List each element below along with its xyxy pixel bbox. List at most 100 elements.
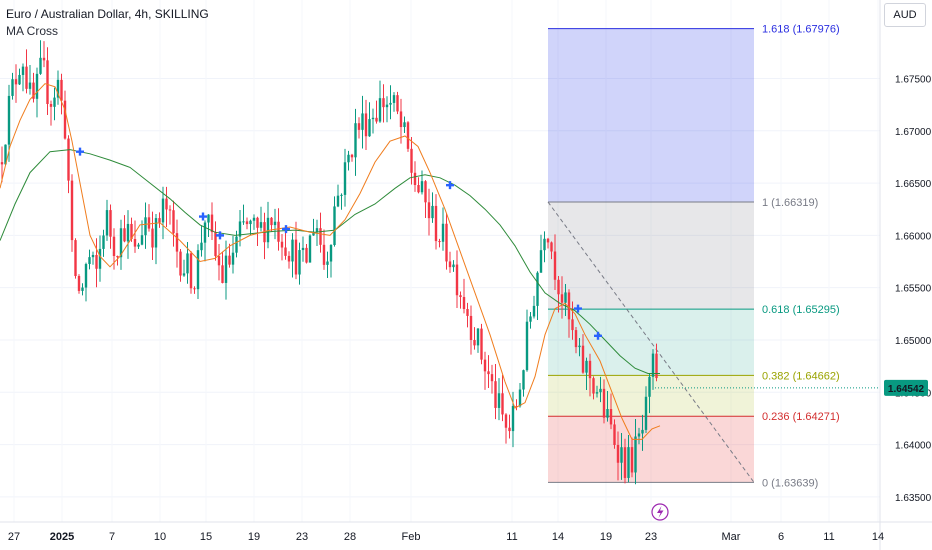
candle-body <box>329 245 333 262</box>
fib-level-label: 0.618 (1.65295) <box>762 304 840 316</box>
candle-body <box>221 265 224 283</box>
candle-body <box>301 247 305 251</box>
candle-body <box>168 209 172 211</box>
fib-level-label: 1.618 (1.67976) <box>762 24 840 36</box>
fib-level-label: 0.236 (1.64271) <box>762 411 840 423</box>
candle-body <box>368 119 371 137</box>
candle-body <box>270 217 273 226</box>
candle-body <box>553 251 557 280</box>
fibonacci-retracement[interactable]: 1.618 (1.67976) 1 (1.66319) 0.618 (1.65295… <box>547 24 840 490</box>
price-axis[interactable]: 1.67500 1.67000 1.66500 1.66000 1.65500 1.650… <box>895 74 932 503</box>
candle-body <box>522 370 525 390</box>
last-price-label: 1.64542 <box>655 379 928 396</box>
cross-marker <box>574 304 582 313</box>
candle-body <box>144 217 147 236</box>
candle-body <box>655 353 658 379</box>
candle-body <box>644 396 648 430</box>
time-tick-label: 14 <box>552 531 564 543</box>
candle-body <box>350 154 354 158</box>
price-tick-label: 1.63500 <box>895 493 932 504</box>
candle-body <box>147 217 151 229</box>
candle-body <box>98 248 102 269</box>
candle-body <box>210 214 214 233</box>
candle-body <box>466 309 469 316</box>
fib-zone <box>548 416 754 483</box>
candle-body <box>515 406 518 408</box>
candle-body <box>378 98 382 122</box>
candle-body <box>91 254 95 258</box>
candle-body <box>60 79 63 101</box>
candle-body <box>84 264 88 288</box>
candle-body <box>392 95 396 103</box>
candle-body <box>371 117 375 120</box>
candle-body <box>403 122 406 128</box>
time-tick-label: Feb <box>402 531 421 543</box>
candle-body <box>385 104 389 108</box>
candle-body <box>130 223 133 239</box>
candle-body <box>557 279 560 295</box>
candle-body <box>504 414 508 428</box>
candle-body <box>336 195 340 207</box>
price-tick-label: 1.65000 <box>895 336 932 347</box>
candle-body <box>67 138 70 181</box>
candle-body <box>0 162 4 165</box>
candle-body <box>284 247 287 256</box>
candle-body <box>599 388 602 393</box>
candle-body <box>158 218 161 223</box>
candle-body <box>511 406 515 432</box>
candle-body <box>406 122 410 149</box>
candle-body <box>462 297 466 310</box>
candle-body <box>179 251 182 276</box>
candle-body <box>49 104 53 107</box>
price-tick-label: 1.64000 <box>895 441 932 452</box>
time-tick-label: Mar <box>722 531 741 543</box>
time-tick-label: 19 <box>248 531 260 543</box>
candle-body <box>81 287 84 291</box>
candle-body <box>483 359 487 372</box>
currency-selector[interactable]: AUD <box>884 3 926 27</box>
candle-body <box>154 218 158 248</box>
candle-body <box>137 244 140 247</box>
fib-level-label: 0 (1.63639) <box>762 477 818 489</box>
candle-body <box>326 261 329 265</box>
candle-body <box>581 345 585 373</box>
candle-body <box>298 250 301 275</box>
fib-zone <box>548 202 754 310</box>
candle-body <box>242 221 245 223</box>
time-axis[interactable]: 27 2025 7 10 15 19 23 28 Feb 11 14 19 23 Mar 6 11 14 <box>8 531 884 543</box>
lightning-icon[interactable] <box>651 503 669 521</box>
candle-body <box>448 261 452 268</box>
candle-body <box>543 238 546 251</box>
candle-body <box>606 409 609 418</box>
candle-body <box>476 328 480 346</box>
candle-body <box>105 210 109 236</box>
candle-body <box>193 288 196 290</box>
candle-body <box>539 250 543 273</box>
candle-body <box>595 392 599 394</box>
candle-body <box>74 240 77 277</box>
candle-body <box>585 360 588 373</box>
candle-body <box>95 254 98 269</box>
candle-body <box>588 360 592 379</box>
fib-zone <box>548 309 754 376</box>
candle-body <box>189 253 193 289</box>
candle-body <box>508 427 511 432</box>
indicator-label[interactable]: MA Cross <box>6 24 59 38</box>
candle-body <box>256 217 259 228</box>
candle-body <box>186 253 189 274</box>
candle-body <box>175 233 179 252</box>
candle-body <box>518 389 522 407</box>
fib-trend-line[interactable] <box>547 201 755 483</box>
candle-body <box>431 205 434 219</box>
candle-body <box>182 273 186 276</box>
fib-zone <box>548 28 754 203</box>
time-tick-label: 28 <box>344 531 356 543</box>
candle-body <box>319 228 322 245</box>
candle-body <box>396 95 399 112</box>
price-tick-label: 1.65500 <box>895 284 932 295</box>
fib-zone <box>548 375 754 417</box>
candle-body <box>238 221 242 237</box>
candle-body <box>413 172 417 186</box>
candle-body <box>473 340 476 346</box>
